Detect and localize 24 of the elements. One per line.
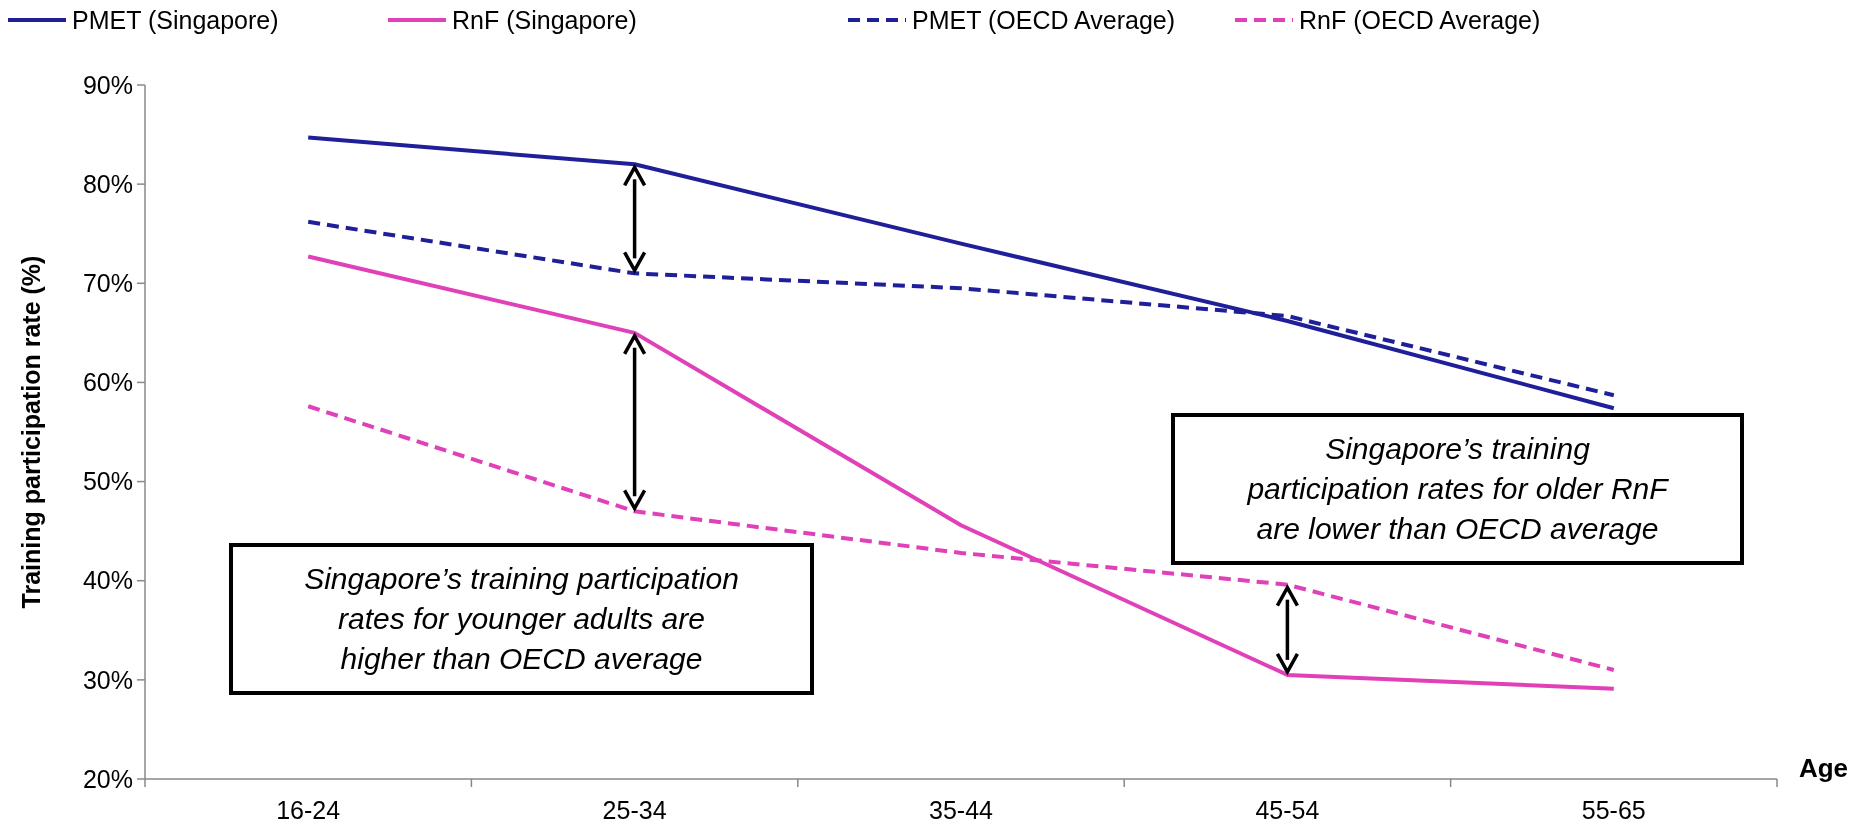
x-tick-label: 16-24 bbox=[276, 796, 341, 824]
y-axis-title: Training participation rate (%) bbox=[17, 255, 45, 609]
annotation: Singapore’s training participation rates for older RnF are lower than OECD average bbox=[1246, 432, 1670, 545]
y-tick-label: 30% bbox=[82, 665, 133, 694]
y-tick-label: 20% bbox=[82, 764, 133, 793]
y-tick-label: 60% bbox=[82, 368, 133, 397]
text-box: Singapore’s training participation rates for younger adults are higher than OECD average bbox=[229, 543, 814, 695]
line-series bbox=[306, 135, 1616, 411]
x-tick-label: 25-34 bbox=[602, 796, 667, 824]
legend-label: RnF (Singapore) bbox=[452, 6, 637, 34]
x-tick-label: 45-54 bbox=[1255, 796, 1320, 824]
y-tick-label: 50% bbox=[82, 467, 133, 496]
annotation: Singapore’s training participation rates for younger adults are higher than OECD average bbox=[304, 562, 739, 675]
x-tick-label: 35-44 bbox=[929, 796, 994, 824]
legend-label: PMET (OECD Average) bbox=[912, 6, 1176, 34]
y-tick-label: 70% bbox=[82, 269, 133, 298]
legend-label: RnF (OECD Average) bbox=[1299, 6, 1541, 34]
y-tick-label: 80% bbox=[82, 169, 133, 198]
y-tick-label: 40% bbox=[82, 566, 133, 595]
x-tick-label: 55-65 bbox=[1581, 796, 1646, 824]
text-box: Singapore’s training participation rates for older RnF are lower than OECD average bbox=[1171, 413, 1744, 565]
x-axis-title: Age bbox=[1798, 753, 1848, 783]
legend-label: PMET (Singapore) bbox=[72, 6, 279, 34]
y-tick-label: 90% bbox=[82, 70, 133, 99]
